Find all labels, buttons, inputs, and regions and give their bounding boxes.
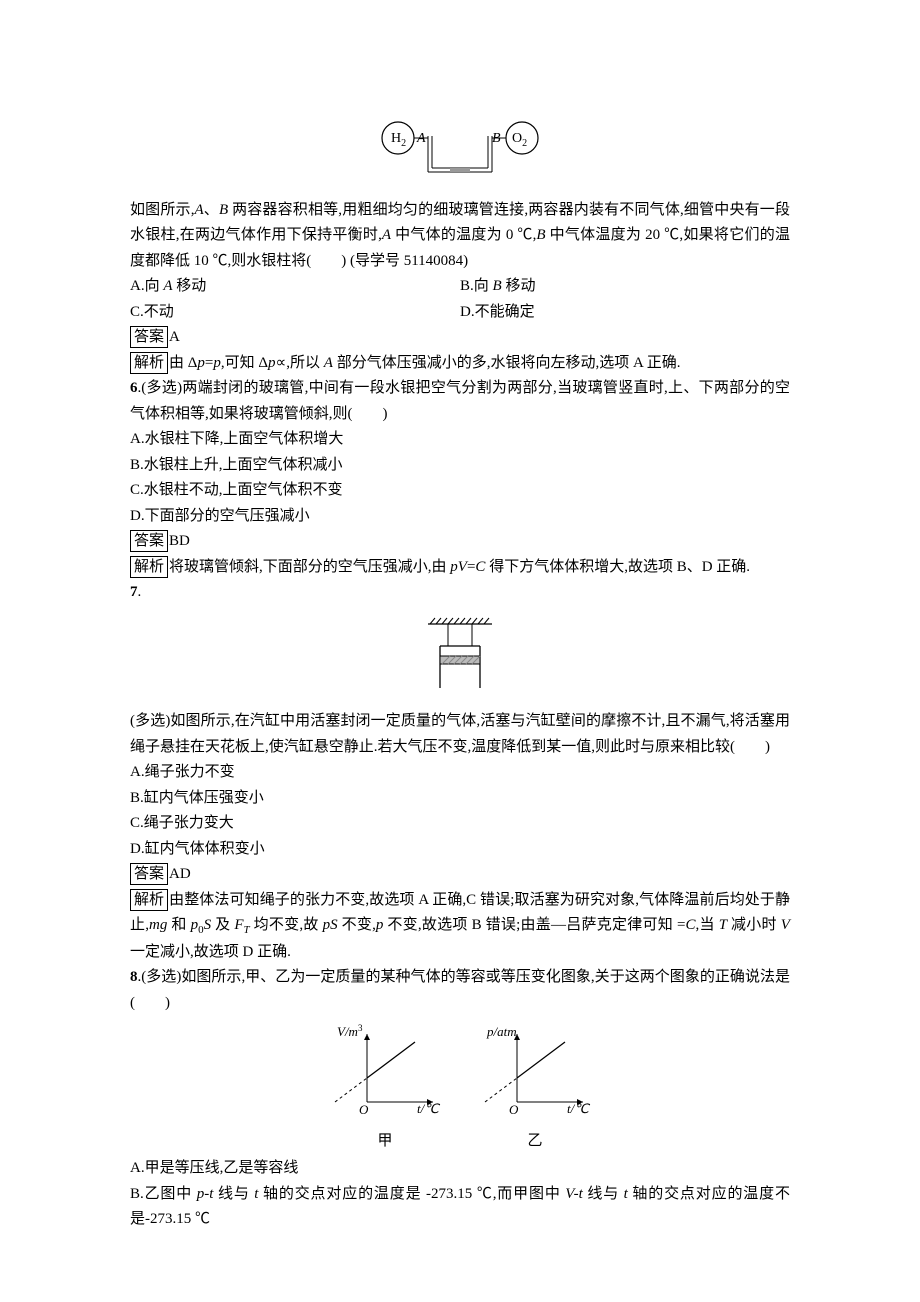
answer-label: 答案	[130, 326, 168, 348]
q7-opt-b: B.缸内气体压强变小	[130, 786, 790, 812]
explanation-label: 解析	[130, 352, 168, 374]
q6-answer: 答案BD	[130, 529, 790, 555]
q8-opt-b: B.乙图中 p-t 线与 t 轴的交点对应的温度是 -273.15 ℃,而甲图中…	[130, 1182, 790, 1233]
svg-text:O: O	[359, 1102, 369, 1117]
q6-stem: 6.(多选)两端封闭的玻璃管,中间有一段水银把空气分割为两部分,当玻璃管竖直时,…	[130, 376, 790, 427]
q5-opt-d: D.不能确定	[460, 300, 790, 326]
q5-stem: 如图所示,A、B 两容器容积相等,用粗细均匀的细玻璃管连接,两容器内装有不同气体…	[130, 198, 790, 275]
o2-label: O2	[512, 131, 527, 149]
q6-opt-d: D.下面部分的空气压强减小	[130, 504, 790, 530]
chart-yi: p/atm O t/℃ 乙	[475, 1024, 595, 1154]
q5-opt-c: C.不动	[130, 300, 460, 326]
q7-figure	[130, 616, 790, 704]
q7-answer: 答案AD	[130, 862, 790, 888]
cylinder-diagram	[410, 616, 510, 694]
q6-explanation: 解析将玻璃管倾斜,下面部分的空气压强减小,由 pV=C 得下方气体体积增大,故选…	[130, 555, 790, 581]
q5-figure: H2 A B O2	[130, 120, 790, 192]
svg-text:p/atm: p/atm	[486, 1024, 517, 1039]
q8-stem: 8.(多选)如图所示,甲、乙为一定质量的某种气体的等容或等压变化图象,关于这两个…	[130, 965, 790, 1016]
svg-text:V/m3: V/m3	[337, 1024, 363, 1039]
q6-opt-a: A.水银柱下降,上面空气体积增大	[130, 427, 790, 453]
q7-explanation: 解析由整体法可知绳子的张力不变,故选项 A 正确,C 错误;取活塞为研究对象,气…	[130, 888, 790, 966]
h2-label: H2	[391, 131, 406, 149]
q8-charts: V/m3 O t/℃ 甲 p/atm O t/℃ 乙	[130, 1024, 790, 1154]
chart-jia-caption: 甲	[325, 1129, 445, 1155]
q5-options-row1: A.向 A 移动 B.向 B 移动	[130, 274, 790, 300]
q7-opt-d: D.缸内气体体积变小	[130, 837, 790, 863]
page-content: H2 A B O2 如图所示,A、B 两容器容积相等,用粗细均匀的细玻璃管连接,…	[0, 0, 920, 1273]
answer-label: 答案	[130, 863, 168, 885]
q7-num: 7.	[130, 580, 790, 606]
q7-opt-c: C.绳子张力变大	[130, 811, 790, 837]
tube-diagram: H2 A B O2	[370, 120, 550, 182]
q5-opt-b: B.向 B 移动	[460, 274, 790, 300]
q5-options-row2: C.不动 D.不能确定	[130, 300, 790, 326]
q6-opt-b: B.水银柱上升,上面空气体积减小	[130, 453, 790, 479]
answer-label: 答案	[130, 530, 168, 552]
explanation-label: 解析	[130, 889, 168, 911]
svg-text:t/℃: t/℃	[567, 1101, 590, 1116]
q5-answer: 答案A	[130, 325, 790, 351]
q7-opt-a: A.绳子张力不变	[130, 760, 790, 786]
svg-text:O: O	[509, 1102, 519, 1117]
explanation-label: 解析	[130, 556, 168, 578]
chart-yi-caption: 乙	[475, 1129, 595, 1155]
q5-explanation: 解析由 Δp=p,可知 Δp∝,所以 A 部分气体压强减小的多,水银将向左移动,…	[130, 351, 790, 377]
q6-opt-c: C.水银柱不动,上面空气体积不变	[130, 478, 790, 504]
q7-stem: (多选)如图所示,在汽缸中用活塞封闭一定质量的气体,活塞与汽缸壁间的摩擦不计,且…	[130, 709, 790, 760]
svg-text:t/℃: t/℃	[417, 1101, 440, 1116]
chart-jia: V/m3 O t/℃ 甲	[325, 1024, 445, 1154]
q5-opt-a: A.向 A 移动	[130, 274, 460, 300]
q8-opt-a: A.甲是等压线,乙是等容线	[130, 1156, 790, 1182]
